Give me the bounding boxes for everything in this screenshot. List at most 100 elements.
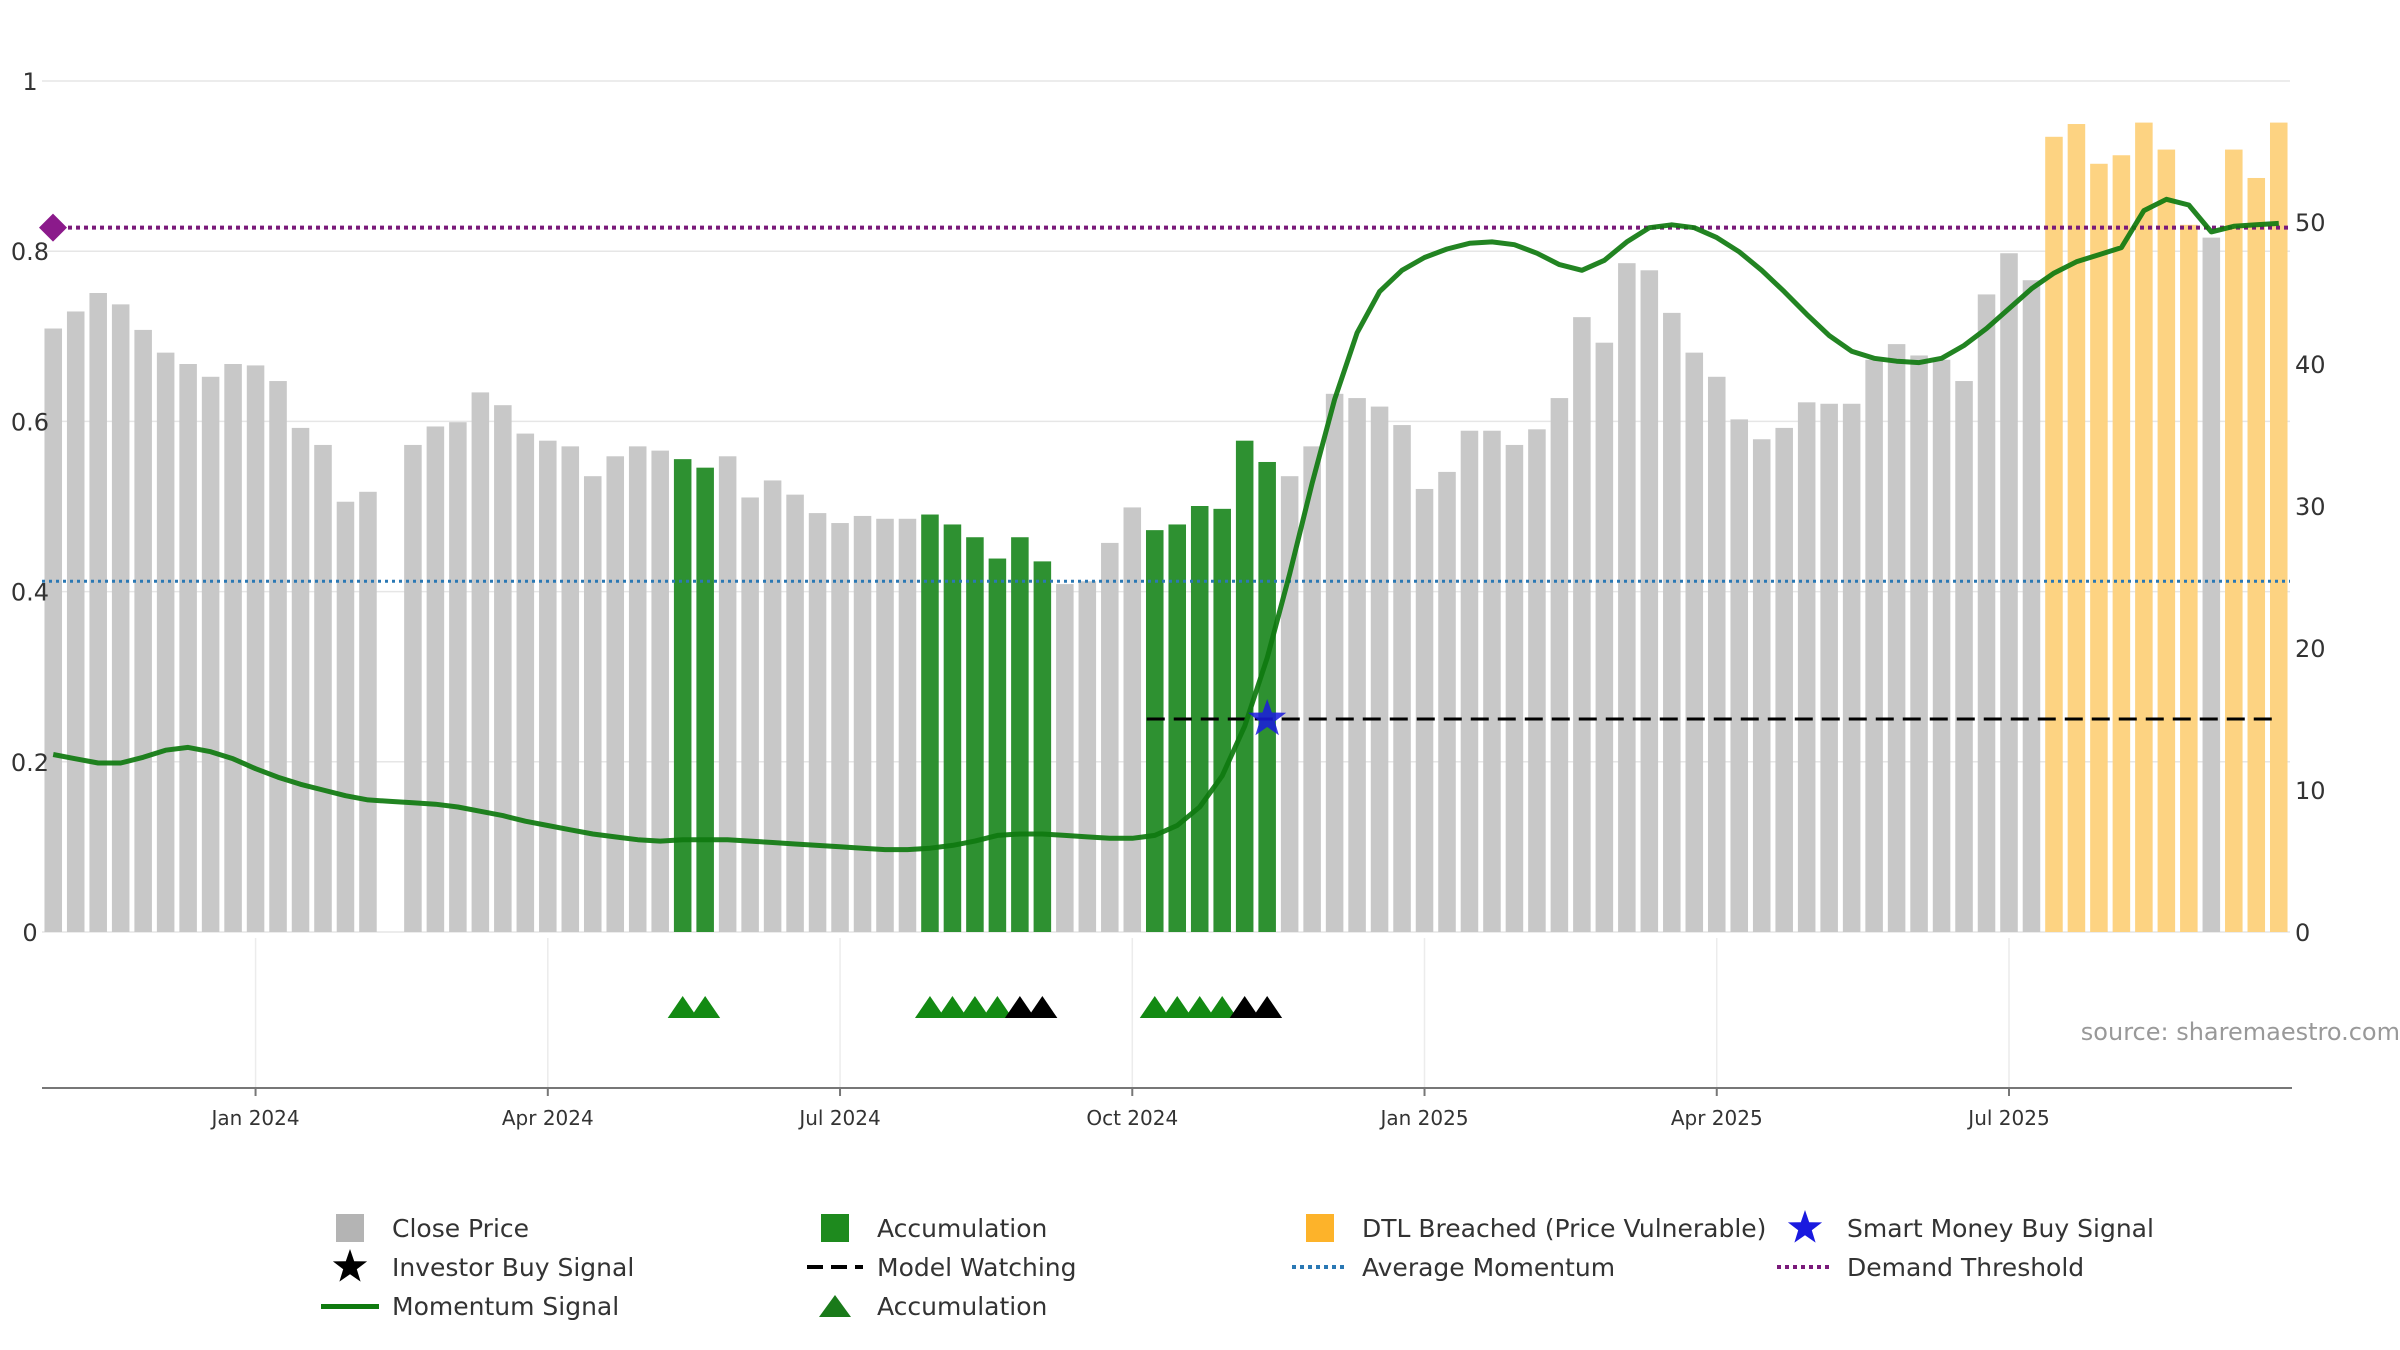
- close-price-bar: [831, 523, 849, 932]
- close-price-bar: [1932, 359, 1951, 932]
- close-price-bar: [1730, 419, 1749, 932]
- dtl-breached-bar: [2269, 122, 2288, 933]
- close-price-bar: [1303, 446, 1321, 932]
- legend-label-accumulation-bar: Accumulation: [877, 1213, 1048, 1243]
- close-price-bar: [1887, 344, 1906, 932]
- close-price-bar: [1663, 312, 1681, 932]
- close-price-bar: [471, 392, 490, 932]
- close-price-bar: [1955, 381, 1973, 932]
- dtl-breached-bar: [2247, 177, 2266, 933]
- close-price-bar: [583, 476, 602, 932]
- accumulation-marker: [667, 996, 698, 1018]
- close-price-bar: [718, 456, 737, 932]
- close-price-bar: [1573, 317, 1591, 932]
- close-price-bar: [808, 513, 827, 932]
- gridlines: [42, 80, 2290, 1088]
- close-price-bar: [246, 365, 265, 932]
- close-price-bar: [1820, 403, 1838, 932]
- close-price-bar: [336, 501, 355, 932]
- close-price-bar: [201, 376, 220, 932]
- left-axis-tick-label: 0.6: [11, 408, 49, 436]
- accumulation-bar: [1213, 508, 1231, 932]
- dtl-breached-bar: [2157, 149, 2176, 932]
- legend-swatch-momentum: [320, 1288, 380, 1324]
- accumulation-marker: [914, 996, 945, 1018]
- close-price-bar: [741, 497, 759, 932]
- legend-label-dtl-breached: DTL Breached (Price Vulnerable): [1362, 1213, 1767, 1243]
- close-price-bar: [1078, 581, 1097, 932]
- close-price-bar: [2202, 237, 2221, 932]
- accumulation-marker: [1184, 996, 1215, 1018]
- x-axis-tick-label: Jan 2025: [1378, 1106, 1468, 1130]
- close-price-bar: [786, 494, 804, 932]
- triangle-icon: [805, 1288, 865, 1324]
- close-price-bar: [1595, 342, 1614, 932]
- dtl-breached-bar: [2180, 224, 2198, 933]
- legend-swatch-close-price: [320, 1210, 380, 1246]
- accumulation-bar: [988, 558, 1007, 932]
- accumulation-bar: [696, 467, 714, 932]
- legend-item-dtl-breached: DTL Breached (Price Vulnerable): [1290, 1210, 1766, 1246]
- legend: Close Price Investor Buy Signal Momentum…: [320, 1210, 2200, 1330]
- close-price-bar: [1618, 263, 1636, 932]
- close-price-bar: [426, 426, 445, 932]
- accumulation-marker: [959, 996, 990, 1018]
- accumulation-bar: [673, 459, 692, 932]
- close-price-bar: [2022, 280, 2041, 933]
- x-axis-tick-label: Jul 2025: [1966, 1106, 2049, 1130]
- momentum-line: [52, 196, 2279, 853]
- dtl-breached-bar: [2225, 149, 2243, 932]
- close-price-bar: [1865, 359, 1883, 932]
- right-axis-tick-label: 20: [2295, 635, 2326, 663]
- accumulation-bar: [1033, 561, 1052, 932]
- dtl-breached-bar: [2067, 124, 2086, 932]
- accumulation-marker: [1207, 996, 1238, 1018]
- close-price-bar: [1438, 471, 1456, 932]
- close-price-bar: [1348, 398, 1366, 933]
- legend-label-close-price: Close Price: [392, 1213, 530, 1243]
- close-price-bar: [539, 440, 557, 932]
- close-price-bar: [66, 311, 85, 933]
- close-price-bar: [1505, 444, 1524, 932]
- close-price-bar: [1370, 406, 1389, 933]
- close-price-bar: [1415, 488, 1434, 932]
- close-price-bar: [494, 405, 512, 932]
- close-price-bar: [1640, 270, 1659, 932]
- star-icon: [320, 1249, 380, 1285]
- signal-lines: [39, 196, 2290, 853]
- close-price-bar: [1056, 584, 1074, 932]
- left-axis-tick-label: 0.8: [11, 238, 49, 266]
- close-price-bar: [876, 518, 894, 932]
- close-price-bar: [1775, 427, 1793, 932]
- accumulation-bar: [1258, 461, 1276, 932]
- right-axis-tick-label: 50: [2295, 209, 2326, 237]
- legend-label-model-watching: Model Watching: [877, 1252, 1077, 1282]
- close-price-bar: [111, 304, 130, 932]
- close-price-bar: [2000, 253, 2018, 933]
- accumulation-marker: [690, 996, 721, 1018]
- legend-label-accumulation-marker: Accumulation: [877, 1291, 1048, 1321]
- close-price-bar: [1842, 403, 1861, 932]
- legend-swatch-dtl-breached: [1290, 1210, 1350, 1246]
- close-price-bar: [359, 491, 377, 932]
- legend-item-investor-buy-signal: Investor Buy Signal: [320, 1249, 634, 1285]
- dtl-breached-bar: [2135, 122, 2153, 933]
- legend-swatch-average-momentum: [1290, 1249, 1350, 1285]
- close-price-bar: [1977, 294, 1996, 932]
- x-axis-tick-label: Oct 2024: [1086, 1106, 1178, 1130]
- legend-item-average-momentum: Average Momentum: [1290, 1249, 1615, 1285]
- close-price-bar: [651, 450, 669, 932]
- close-price-bar: [44, 328, 63, 932]
- smart-money-buy-star: [1248, 699, 1287, 736]
- accumulation-bar: [1145, 530, 1164, 932]
- right-axis-tick-label: 10: [2295, 777, 2326, 805]
- accumulation-marker: [1162, 996, 1193, 1018]
- right-axis-tick-label: 40: [2295, 351, 2326, 379]
- x-axis-tick-label: Jul 2024: [797, 1106, 880, 1130]
- close-price-bar: [1707, 376, 1726, 932]
- close-price-bar: [1123, 507, 1142, 932]
- demand-threshold-diamond: [39, 213, 67, 242]
- x-axis-tick-label: Apr 2024: [502, 1106, 594, 1130]
- accumulation-marker: [1139, 996, 1170, 1018]
